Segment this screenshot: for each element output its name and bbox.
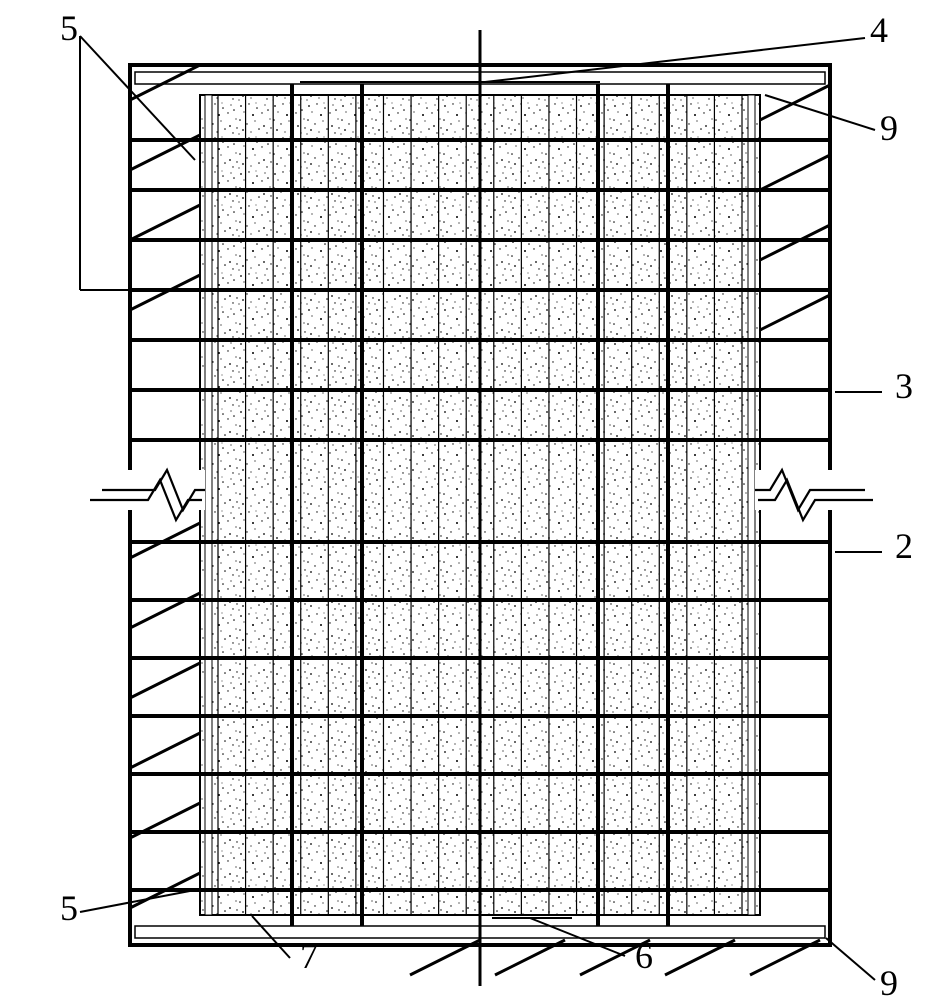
label-4: 4: [870, 10, 888, 50]
label-2: 2: [895, 526, 913, 566]
label-5b: 5: [60, 888, 78, 928]
label-9a: 9: [880, 108, 898, 148]
label-6: 6: [635, 936, 653, 976]
inner-border-right: [748, 95, 755, 915]
label-5a: 5: [60, 8, 78, 48]
label-9b: 9: [880, 963, 898, 1000]
label-7: 7: [300, 936, 318, 976]
inner-border-left: [205, 95, 212, 915]
label-3: 3: [895, 366, 913, 406]
leader-9b: [826, 938, 875, 980]
